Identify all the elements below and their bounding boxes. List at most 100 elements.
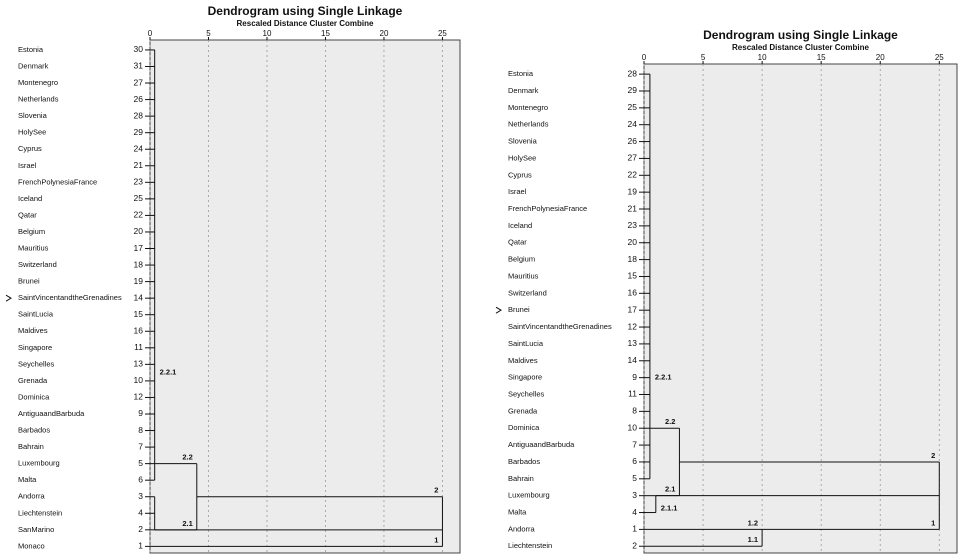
row-id: 18 (134, 259, 144, 269)
row-id: 22 (134, 210, 144, 220)
cluster-label: 2.2 (182, 453, 192, 462)
row-name: SaintVincentandtheGrenadines (18, 293, 122, 302)
row-name: Iceland (508, 221, 532, 230)
row-name: Maldives (508, 356, 538, 365)
row-id: 25 (628, 102, 638, 112)
row-id: 13 (134, 359, 144, 369)
row-id: 17 (628, 304, 638, 314)
row-name: Montenegro (18, 78, 58, 87)
cluster-label: 1.1 (748, 535, 758, 544)
row-name: SanMarino (18, 525, 54, 534)
row-name: Israel (18, 161, 37, 170)
plot-area (643, 63, 958, 554)
row-name: Dominica (508, 423, 540, 432)
row-id: 11 (134, 342, 143, 352)
row-id: 6 (138, 474, 143, 484)
row-id: 21 (628, 203, 638, 213)
row-name: Grenada (18, 376, 48, 385)
row-id: 28 (628, 68, 638, 78)
row-id: 11 (628, 389, 637, 399)
cluster-label: 2.1 (665, 485, 675, 494)
row-id: 12 (628, 321, 638, 331)
row-name: Belgium (508, 255, 535, 264)
row-id: 13 (628, 338, 638, 348)
row-id: 7 (632, 439, 637, 449)
row-name: Qatar (508, 238, 527, 247)
row-name: Mauritius (18, 243, 49, 252)
x-tick-label: 5 (701, 53, 706, 62)
row-name: Seychelles (508, 389, 545, 398)
row-id: 4 (632, 507, 637, 517)
row-name: FrenchPolynesiaFrance (18, 177, 97, 186)
x-tick-label: 5 (206, 29, 211, 38)
row-id: 15 (134, 309, 144, 319)
row-id: 24 (628, 119, 638, 129)
row-id: 20 (134, 226, 144, 236)
row-id: 30 (134, 44, 144, 54)
row-id: 23 (134, 177, 144, 187)
row-id: 5 (138, 458, 143, 468)
row-id: 27 (628, 153, 638, 163)
row-name: Bahrain (508, 474, 534, 483)
x-tick-label: 15 (817, 53, 826, 62)
row-name: Liechtenstein (18, 508, 62, 517)
x-tick-label: 0 (148, 29, 153, 38)
row-id: 10 (628, 422, 638, 432)
row-name: Andorra (18, 492, 46, 501)
row-id: 18 (628, 254, 638, 264)
cluster-label: 2.2.1 (160, 368, 177, 377)
x-tick-label: 25 (438, 29, 447, 38)
row-name: Estonia (18, 45, 44, 54)
chart-title: Dendrogram using Single Linkage (208, 4, 403, 18)
row-name: Seychelles (18, 359, 55, 368)
row-name: Slovenia (18, 111, 48, 120)
row-name: Netherlands (18, 95, 59, 104)
cluster-label: 2 (931, 451, 935, 460)
chart-title: Dendrogram using Single Linkage (703, 28, 898, 42)
row-id: 7 (138, 441, 143, 451)
row-name: Maldives (18, 326, 48, 335)
cluster-label: 2.1 (182, 519, 192, 528)
row-name: Montenegro (508, 103, 548, 112)
x-tick-label: 25 (935, 53, 944, 62)
row-name: Iceland (18, 194, 42, 203)
row-id: 9 (632, 372, 637, 382)
row-name: Mauritius (508, 271, 539, 280)
x-tick-label: 20 (380, 29, 389, 38)
plot-area (149, 39, 461, 554)
row-name: Grenada (508, 406, 538, 415)
dendrogram-panel: Dendrogram using Single LinkageRescaled … (5, 4, 461, 554)
row-name: Andorra (508, 524, 536, 533)
row-marker (5, 294, 12, 302)
row-id: 15 (628, 271, 638, 281)
row-name: Denmark (18, 61, 49, 70)
row-name: Qatar (18, 210, 37, 219)
cluster-label: 2.2 (665, 417, 675, 426)
row-id: 3 (632, 490, 637, 500)
x-tick-label: 10 (263, 29, 272, 38)
row-name: Cyprus (18, 144, 42, 153)
row-name: Dominica (18, 392, 50, 401)
row-id: 21 (134, 160, 144, 170)
row-name: Switzerland (508, 288, 547, 297)
row-id: 8 (138, 425, 143, 435)
row-name: SaintLucia (508, 339, 544, 348)
row-id: 12 (134, 392, 144, 402)
row-name: Barbados (18, 426, 50, 435)
row-id: 31 (134, 61, 144, 71)
row-id: 24 (134, 143, 144, 153)
row-id: 4 (138, 508, 143, 518)
row-name: Switzerland (18, 260, 57, 269)
row-name: Denmark (508, 86, 539, 95)
row-id: 26 (134, 94, 144, 104)
row-name: Brunei (508, 305, 530, 314)
row-id: 2 (138, 524, 143, 534)
row-id: 3 (138, 491, 143, 501)
cluster-label: 1 (931, 518, 935, 527)
row-name: HolySee (18, 128, 46, 137)
row-name: SaintVincentandtheGrenadines (508, 322, 612, 331)
row-id: 25 (134, 193, 144, 203)
row-name: Cyprus (508, 170, 532, 179)
row-name: AntiguaandBarbuda (18, 409, 85, 418)
